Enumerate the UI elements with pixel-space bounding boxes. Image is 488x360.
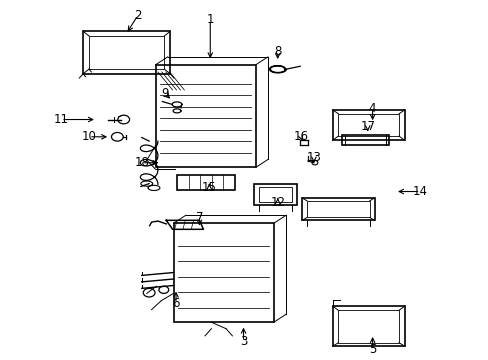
Bar (173, 223, 273, 322)
Text: 5: 5 (368, 343, 376, 356)
Bar (302, 198, 374, 220)
Bar (254, 184, 297, 205)
Text: 11: 11 (54, 113, 68, 126)
Bar (83, 31, 170, 74)
Text: 8: 8 (273, 45, 281, 58)
Text: 3: 3 (239, 335, 247, 348)
Bar (342, 135, 388, 145)
Bar (332, 306, 404, 346)
Bar (332, 110, 404, 140)
Text: 17: 17 (360, 120, 374, 133)
Bar (338, 114, 398, 136)
Text: 10: 10 (81, 130, 96, 143)
Bar (177, 175, 234, 190)
Bar (155, 65, 255, 167)
Bar (259, 187, 292, 202)
Text: 14: 14 (412, 185, 427, 198)
Text: 18: 18 (134, 156, 149, 169)
Text: 2: 2 (134, 9, 142, 22)
Text: 1: 1 (206, 13, 214, 26)
Text: 12: 12 (270, 196, 285, 209)
Bar (89, 36, 164, 69)
Bar (338, 310, 398, 343)
Text: 16: 16 (293, 130, 307, 143)
Text: 7: 7 (195, 211, 203, 224)
Text: 9: 9 (161, 87, 169, 100)
Bar (306, 201, 369, 217)
Text: 4: 4 (368, 102, 376, 114)
Text: 6: 6 (172, 297, 180, 310)
Text: 15: 15 (202, 181, 216, 194)
Text: 13: 13 (306, 151, 321, 164)
